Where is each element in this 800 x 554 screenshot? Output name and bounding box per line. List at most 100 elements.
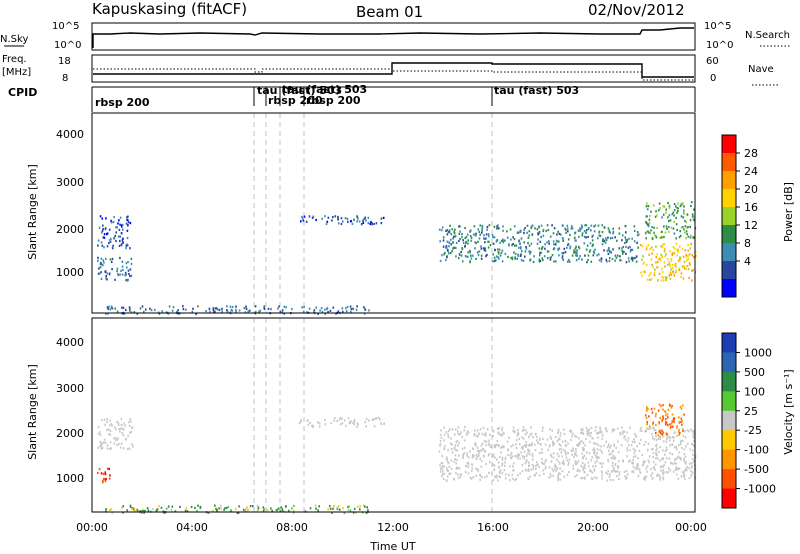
velocity-cell <box>662 404 664 407</box>
power-cell <box>283 312 286 315</box>
power-cell <box>687 258 689 261</box>
velocity-cell <box>581 477 584 480</box>
velocity-cell <box>372 418 375 421</box>
velocity-cell <box>517 431 519 434</box>
velocity-cell <box>684 462 687 465</box>
velocity-cell <box>445 431 448 434</box>
velocity-cell <box>620 444 623 447</box>
velocity-cell <box>671 443 674 446</box>
velocity-cell <box>336 507 339 510</box>
power-cell <box>353 218 355 221</box>
power-cell <box>100 277 103 280</box>
velocity-cell <box>214 504 216 507</box>
velocity-cell <box>636 464 638 467</box>
velocity-cell <box>599 430 602 433</box>
velocity-cell <box>656 474 658 477</box>
power-cell <box>621 239 623 242</box>
velocity-cell <box>377 416 380 419</box>
velocity-cell <box>590 459 592 462</box>
power-cell <box>484 241 486 244</box>
velocity-cell <box>496 440 499 443</box>
velocity-cell <box>106 428 108 432</box>
velocity-cell <box>685 461 687 464</box>
velocity-cell <box>476 446 479 449</box>
power-cell <box>646 215 648 218</box>
power-ylabel: Slant Range [km] <box>26 164 39 260</box>
velocity-cell <box>507 448 509 452</box>
velocity-cell <box>458 467 461 470</box>
power-cell <box>555 260 557 263</box>
velocity-cell <box>605 440 607 443</box>
power-cell <box>690 234 692 237</box>
power-cell <box>614 236 616 239</box>
velocity-cell <box>441 472 444 475</box>
velocity-cell <box>676 473 678 476</box>
velocity-cell <box>669 444 671 447</box>
power-cell <box>106 278 108 281</box>
velocity-cell <box>576 469 579 473</box>
power-cell <box>666 227 668 231</box>
velocity-cell <box>127 434 129 438</box>
nsky-panel-frame <box>91 22 696 51</box>
velocity-cell <box>660 469 662 472</box>
velocity-cell <box>611 464 614 467</box>
velocity-cell <box>365 425 367 428</box>
velocity-cell <box>318 505 320 508</box>
velocity-cell <box>478 450 481 453</box>
power-cell <box>659 257 661 260</box>
velocity-cell <box>645 467 648 470</box>
colorbar-tick-label: 25 <box>744 405 758 418</box>
velocity-cell <box>574 462 577 466</box>
power-cell <box>664 255 666 258</box>
velocity-cell <box>225 506 228 510</box>
velocity-cell <box>603 444 606 447</box>
power-cell <box>350 311 352 314</box>
velocity-cell <box>324 419 326 422</box>
velocity-cell <box>638 449 641 452</box>
power-cell <box>546 250 549 253</box>
power-cell <box>624 225 627 228</box>
velocity-cell <box>120 424 123 427</box>
velocity-cell <box>122 505 125 508</box>
velocity-cell <box>549 428 551 431</box>
power-cell <box>365 219 367 222</box>
power-cell <box>488 240 490 243</box>
date-title: 02/Nov/2012 <box>588 1 685 19</box>
velocity-cell <box>443 472 446 476</box>
velocity-cell <box>583 454 586 457</box>
velocity-cell <box>171 505 174 508</box>
power-cell <box>110 237 112 240</box>
velocity-cell <box>577 460 580 463</box>
velocity-cell <box>460 431 462 434</box>
power-cell <box>656 253 658 256</box>
velocity-cell <box>690 466 693 469</box>
power-cell <box>603 249 605 252</box>
velocity-cell <box>609 473 611 476</box>
velocity-cell <box>144 509 146 512</box>
power-cell <box>685 256 688 259</box>
power-cell <box>464 255 467 258</box>
power-cell <box>564 227 566 230</box>
velocity-cell <box>525 455 528 458</box>
velocity-cell <box>578 470 581 473</box>
power-cell <box>691 201 693 204</box>
power-cell <box>249 309 251 312</box>
velocity-cell <box>684 430 686 433</box>
power-cell <box>483 249 486 252</box>
power-cell <box>676 211 678 214</box>
velocity-cell <box>613 444 615 448</box>
velocity-cell <box>490 445 492 448</box>
velocity-cell <box>552 440 554 443</box>
velocity-cell <box>127 421 130 424</box>
power-cell <box>644 270 646 273</box>
power-cell <box>263 307 266 311</box>
power-cell <box>356 220 358 223</box>
velocity-cell <box>606 446 609 449</box>
time-axis-label: Time UT <box>369 540 415 553</box>
power-cell <box>235 308 237 311</box>
velocity-cell <box>555 436 557 439</box>
power-cell <box>124 271 127 274</box>
power-cell <box>570 227 573 230</box>
velocity-cell <box>314 504 317 507</box>
velocity-cell <box>500 433 502 436</box>
